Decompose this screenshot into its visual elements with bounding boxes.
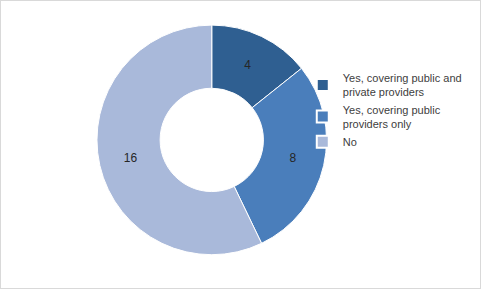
svg-text:No: No <box>343 136 357 148</box>
svg-text:Yes, covering public andprivat: Yes, covering public andprivate provider… <box>343 72 462 98</box>
svg-text:8: 8 <box>289 151 296 165</box>
svg-text:4: 4 <box>244 58 251 72</box>
svg-text:16: 16 <box>124 151 138 165</box>
svg-text:Yes, covering publicproviders: Yes, covering publicproviders only <box>343 104 441 130</box>
